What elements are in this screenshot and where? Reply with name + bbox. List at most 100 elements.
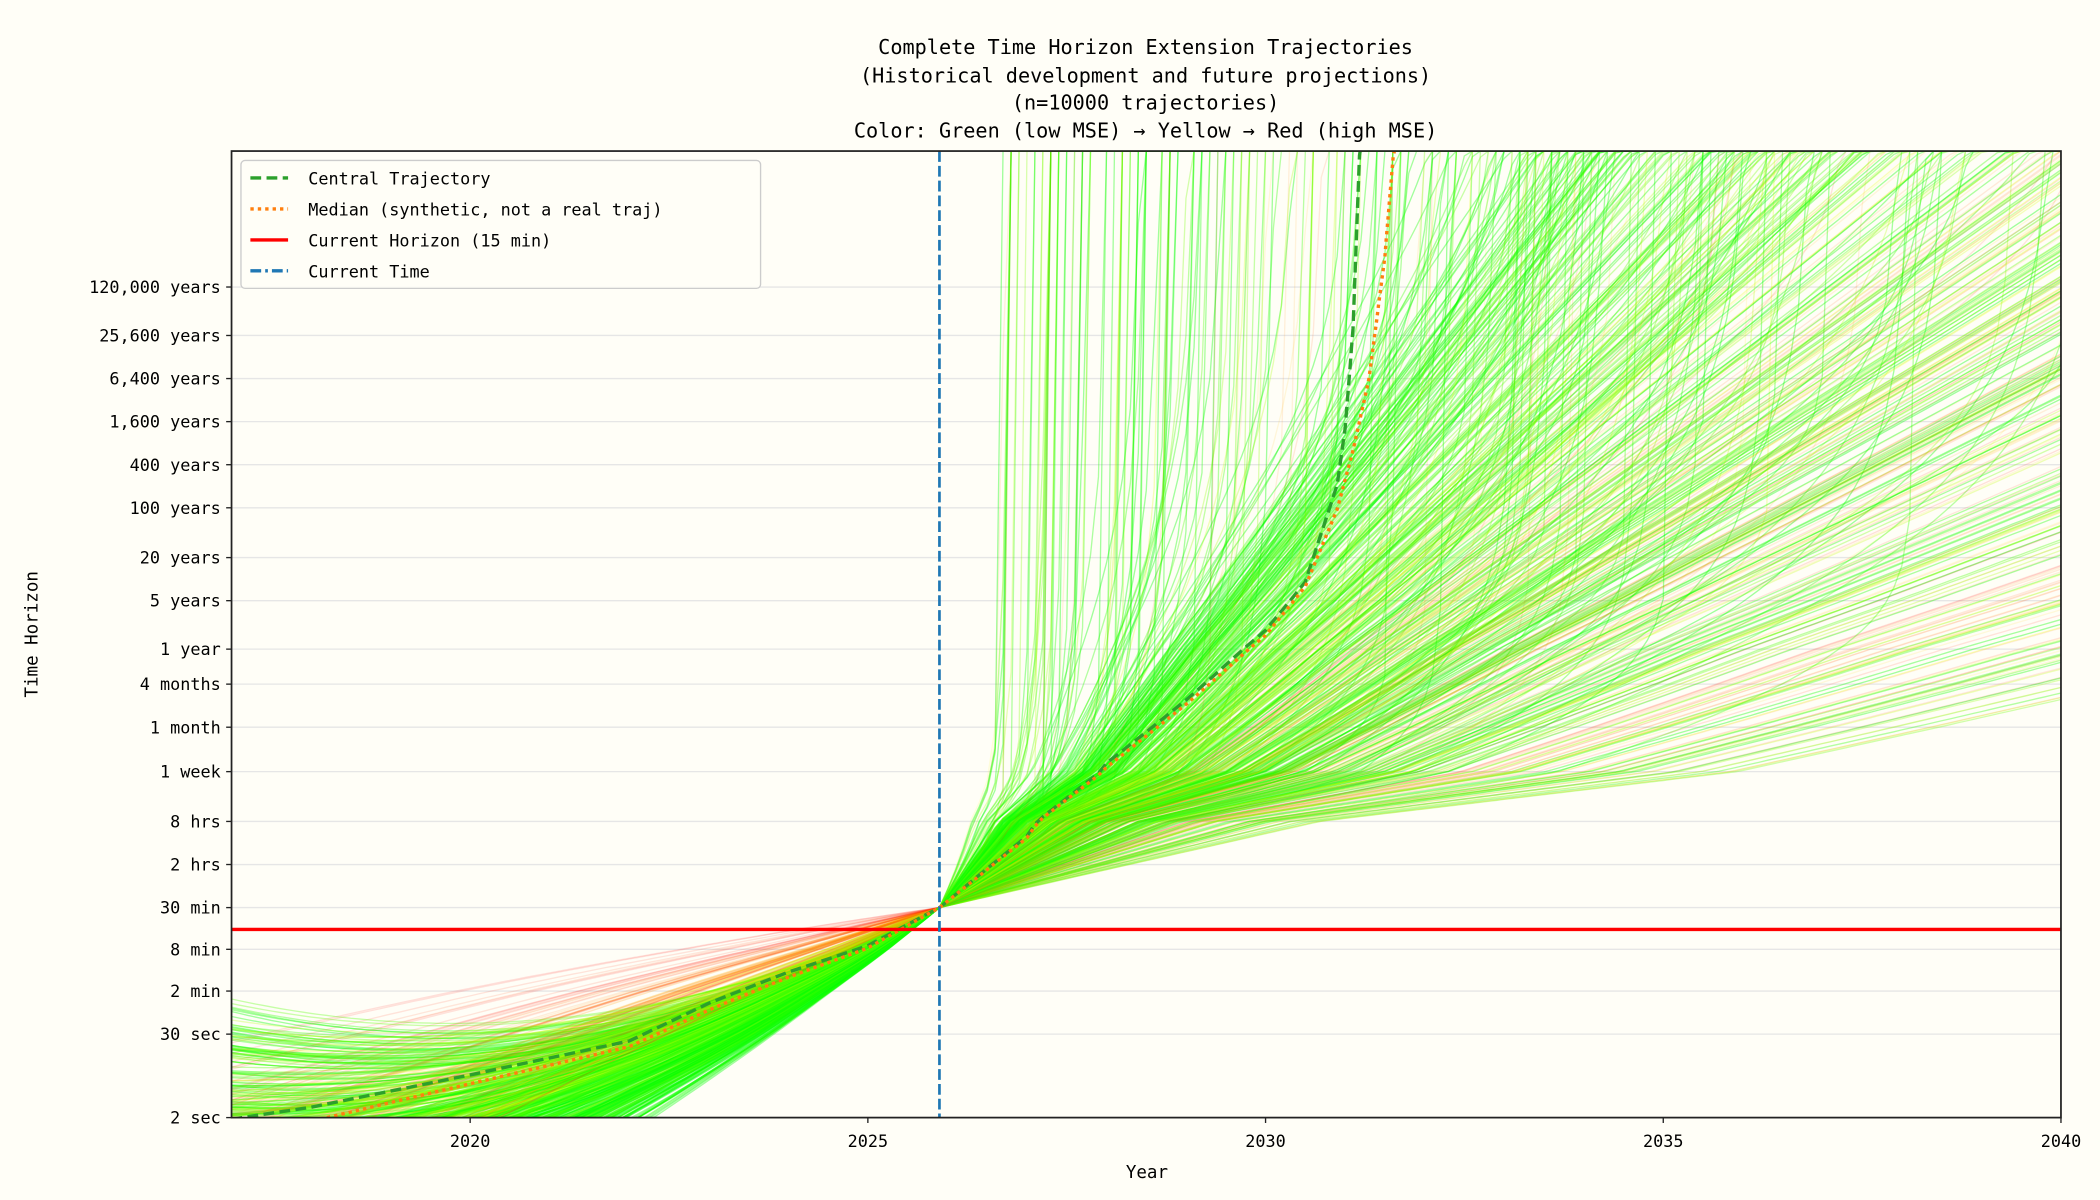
trajectory-line: [494, 151, 2061, 1118]
trajectory-line: [393, 609, 2061, 1118]
trajectory-line: [458, 151, 2061, 1118]
trajectory-line: [231, 151, 2061, 1088]
trajectory-line: [479, 600, 2061, 1118]
trajectory-line: [231, 151, 2061, 1110]
trajectory-line: [442, 409, 2061, 1118]
trajectory-line: [479, 151, 2061, 1118]
trajectory-line: [581, 151, 2061, 1118]
trajectory-line: [231, 647, 2061, 1106]
trajectory-line: [570, 151, 2061, 1118]
trajectory-line: [260, 468, 2061, 1118]
trajectory-line: [568, 151, 2061, 1118]
trajectory-line: [576, 151, 2061, 1118]
trajectory-line: [540, 654, 2061, 1118]
y-tick-label: 5 years: [150, 591, 221, 611]
title-line-4: Color: Green (low MSE) → Yellow → Red (h…: [854, 119, 1437, 143]
trajectory-line: [231, 151, 2061, 1065]
y-tick-label: 100 years: [130, 498, 221, 518]
trajectory-line: [272, 251, 2061, 1118]
trajectory-line: [231, 151, 2061, 1064]
trajectory-line: [498, 509, 2061, 1118]
trajectory-line: [254, 301, 2061, 1118]
trajectory-line: [566, 151, 2061, 1118]
trajectory-line: [508, 151, 2061, 1118]
trajectory-line: [623, 151, 2061, 1118]
trajectory-line: [361, 151, 2061, 1118]
trajectory-line: [313, 587, 2061, 1118]
trajectory-line: [624, 151, 2061, 1118]
trajectory-line: [408, 151, 2061, 1118]
y-tick-label: 2 min: [170, 981, 221, 1001]
trajectory-line: [526, 151, 2061, 1118]
trajectory-line: [464, 151, 2061, 1118]
trajectory-line: [588, 151, 2061, 1118]
trajectory-line: [231, 594, 2061, 1090]
title-line-3: (n=10000 trajectories): [1012, 90, 1279, 114]
trajectory-line: [482, 151, 2061, 1118]
trajectory-line: [231, 151, 2061, 1051]
trajectory-line: [316, 386, 2061, 1118]
trajectory-line: [342, 151, 2061, 1118]
trajectory-line: [510, 370, 2061, 1118]
trajectory-line: [231, 151, 2061, 1091]
trajectory-line: [467, 151, 2061, 1118]
trajectory-line: [508, 639, 2061, 1118]
trajectory-line: [426, 368, 2061, 1118]
trajectory-line: [487, 209, 2061, 1118]
trajectory-line: [571, 151, 2061, 1118]
trajectory-line: [523, 234, 2061, 1118]
trajectory-line: [437, 151, 2061, 1118]
trajectory-line: [571, 151, 2061, 1118]
trajectory-line: [531, 151, 2061, 1118]
trajectory-line: [361, 151, 2061, 1118]
trajectory-line: [546, 151, 2061, 1118]
legend-horizon-label: Current Horizon (15 min): [308, 231, 551, 251]
trajectory-line: [514, 151, 2061, 1118]
trajectory-line: [539, 159, 2061, 1118]
trajectory-line: [474, 151, 2061, 1118]
trajectory-line: [363, 151, 2061, 1118]
trajectory-line: [390, 151, 2061, 1118]
trajectory-line: [231, 151, 2061, 1040]
trajectory-line: [491, 151, 2061, 1118]
y-tick-label: 1,600 years: [109, 412, 220, 432]
trajectory-line: [348, 196, 2061, 1118]
trajectory-line: [395, 151, 2061, 1118]
trajectory-line: [452, 339, 2061, 1118]
trajectory-line: [601, 151, 2061, 1118]
y-tick-label: 1 month: [150, 717, 221, 737]
trajectory-line: [231, 151, 2061, 1060]
plot-area: [231, 151, 2061, 1118]
trajectory-lines: [231, 151, 2061, 1118]
trajectory-line: [511, 151, 2061, 1118]
y-tick-label: 30 min: [160, 898, 221, 918]
trajectory-line: [509, 151, 2061, 1118]
trajectory-line: [467, 151, 2061, 1118]
trajectory-line: [524, 151, 2061, 1118]
trajectory-line: [333, 151, 2061, 1118]
trajectory-line: [231, 545, 2061, 1106]
trajectory-line: [231, 151, 2061, 1101]
trajectory-line: [231, 151, 2061, 1058]
trajectory-line: [522, 151, 2061, 1118]
trajectory-line: [231, 364, 2061, 1068]
trajectory-line: [372, 428, 2061, 1118]
trajectory-line: [231, 510, 2061, 1053]
trajectory-line: [567, 151, 2061, 1118]
trajectory-line: [231, 249, 2061, 1101]
trajectory-line: [231, 696, 2061, 1102]
x-tick-label: 2040: [2041, 1131, 2082, 1151]
trajectory-line: [609, 368, 2061, 1118]
trajectory-line: [556, 151, 2061, 1118]
trajectory-line: [635, 151, 2061, 1118]
trajectory-line: [231, 151, 2061, 1052]
trajectory-line: [259, 505, 2061, 1118]
trajectory-line: [448, 328, 2061, 1118]
legend-current-time-label: Current Time: [308, 262, 429, 282]
x-tick-label: 2025: [848, 1131, 889, 1151]
trajectory-line: [578, 151, 2061, 1118]
trajectory-line: [391, 151, 2061, 1118]
trajectory-line: [512, 151, 2061, 1118]
trajectory-line: [231, 151, 2061, 1107]
trajectory-line: [483, 242, 2061, 1118]
